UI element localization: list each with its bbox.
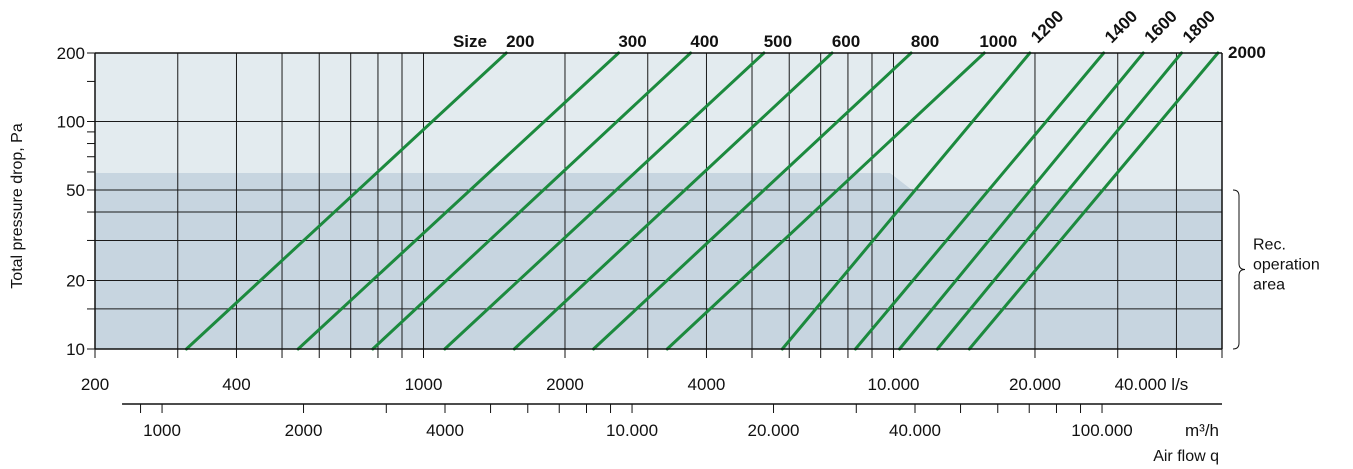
series-label-size-300: 300 [618, 32, 646, 51]
series-label-size-1800: 1800 [1179, 7, 1219, 47]
series-line-size-2000 [967, 51, 1220, 351]
series-label-size-1400: 1400 [1101, 7, 1141, 47]
series-label-size-600: 600 [832, 32, 860, 51]
series-label-size-400: 400 [690, 32, 718, 51]
series-line-size-1400 [853, 51, 1106, 351]
x-tick-label-secondary: 2000 [285, 421, 323, 440]
series-line-size-800 [592, 51, 913, 351]
background-bands [95, 53, 1222, 349]
series-line-size-300 [296, 51, 621, 351]
rec-operation-label-line: area [1253, 276, 1285, 293]
x-tick-label-secondary: 20.000 [748, 421, 800, 440]
x-tick-label-secondary: 1000 [143, 421, 181, 440]
series-lines [184, 51, 1220, 351]
x-tick-labels-primary: 200 400 1000 2000 4000 10.000 20.000 40.000 l/s [81, 375, 1189, 394]
rec-operation-bracket [1232, 189, 1246, 350]
y-axis-title: Total pressure drop, Pa [9, 123, 26, 289]
rec-operation-label: Rec. operation area [1253, 236, 1320, 293]
series-line-size-500 [443, 51, 766, 351]
x-tick-label-secondary: 10.000 [606, 421, 658, 440]
x-tick-label-primary: 20.000 [1009, 375, 1061, 394]
series-line-size-1200 [780, 51, 1032, 351]
x-tick-label-primary: 2000 [546, 375, 584, 394]
size-prefix-label: Size [453, 32, 487, 51]
y-tick-label: 10 [66, 340, 85, 359]
x-tick-label-primary: 1000 [405, 375, 443, 394]
y-tick-label: 20 [66, 272, 85, 291]
x-axis-title: Air flow q [1153, 448, 1219, 465]
series-label-size-1600: 1600 [1141, 7, 1181, 47]
x-tick-label-primary: 4000 [688, 375, 726, 394]
annotations: Total pressure drop, Pa Air flow q Rec. ope… [9, 123, 1320, 465]
series-label-size-1200: 1200 [1027, 7, 1067, 47]
series-label-size-200: 200 [506, 32, 534, 51]
x-tick-label-secondary: 40.000 [889, 421, 941, 440]
series-line-size-1800 [935, 51, 1183, 351]
plot-frame [87, 52, 1223, 413]
y-tick-label: 200 [57, 44, 85, 63]
x-tick-label-secondary: 100.000 [1071, 421, 1132, 440]
series-label-size-1000: 1000 [979, 32, 1017, 51]
series-line-size-600 [512, 51, 834, 351]
series-line-size-1600 [898, 51, 1145, 351]
y-tick-label: 100 [57, 112, 85, 131]
x-tick-label-secondary: 4000 [426, 421, 464, 440]
x-unit-secondary: m³/h [1185, 421, 1219, 440]
series-line-size-1000 [665, 51, 986, 351]
rec-operation-label-line: Rec. [1253, 236, 1286, 253]
x-tick-labels-secondary: 1000 2000 4000 10.000 20.000 40.000 100.000 m³/… [143, 421, 1219, 440]
x-tick-label-primary: 200 [81, 375, 109, 394]
series-label-size-500: 500 [764, 32, 792, 51]
y-tick-label: 50 [66, 181, 85, 200]
x-tick-label-primary: 40.000 l/s [1115, 375, 1189, 394]
rec-operation-area-band [95, 172, 1222, 349]
series-line-size-200 [184, 51, 508, 351]
series-label-size-800: 800 [911, 32, 939, 51]
x-tick-label-primary: 10.000 [867, 375, 919, 394]
series-label-size-2000: 2000 [1228, 43, 1266, 62]
x-tick-label-primary: 400 [222, 375, 250, 394]
rec-operation-label-line: operation [1253, 256, 1320, 273]
series-line-size-400 [371, 51, 693, 351]
y-tick-labels: 10 20 50 100 200 [57, 44, 85, 359]
